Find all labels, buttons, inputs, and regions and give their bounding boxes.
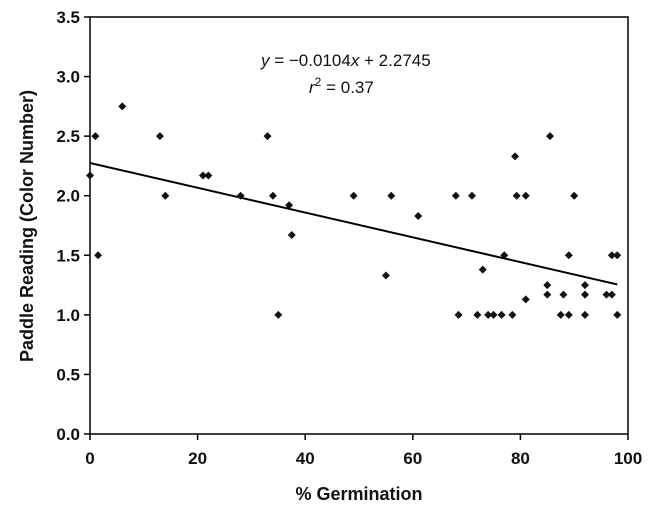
data-point: [91, 132, 100, 141]
y-tick-label: 2.0: [56, 187, 80, 206]
x-tick-label: 80: [511, 449, 530, 468]
data-point: [607, 251, 616, 260]
data-point: [545, 132, 554, 141]
data-point: [274, 310, 283, 319]
x-axis-title: % Germination: [295, 484, 422, 504]
data-point: [512, 191, 521, 200]
data-point: [263, 132, 272, 141]
y-tick-label: 3.0: [56, 68, 80, 87]
x-tick-label: 40: [296, 449, 315, 468]
data-point: [500, 251, 509, 260]
data-point: [559, 290, 568, 299]
data-point: [564, 251, 573, 260]
data-point: [236, 191, 245, 200]
y-tick-label: 0.5: [56, 365, 80, 384]
data-point: [268, 191, 277, 200]
data-point: [580, 310, 589, 319]
equation-equals: =: [270, 51, 289, 70]
y-tick-label: 1.5: [56, 246, 80, 265]
data-point: [204, 171, 213, 180]
y-tick-label: 1.0: [56, 306, 80, 325]
data-point: [580, 290, 589, 299]
data-point: [285, 201, 294, 210]
equation-intercept: + 2.2745: [359, 51, 430, 70]
x-tick-label: 60: [403, 449, 422, 468]
data-point: [198, 171, 207, 180]
data-point: [86, 171, 94, 180]
y-axis-ticks: 0.0 0.5 1.0 1.5 2.0 2.5 3.0 3.5: [56, 8, 90, 444]
equation-y-symbol: y: [260, 51, 271, 70]
data-point: [161, 191, 170, 200]
data-point: [473, 310, 482, 319]
trendline: [89, 162, 618, 286]
x-tick-label: 20: [188, 449, 207, 468]
data-point: [497, 310, 506, 319]
data-point: [602, 290, 611, 299]
r-squared-label: r2 = 0.37: [309, 75, 374, 97]
y-tick-label: 3.5: [56, 8, 80, 27]
data-point: [478, 265, 487, 274]
data-point: [521, 191, 530, 200]
data-point: [349, 191, 358, 200]
x-axis-ticks: 0 20 40 60 80 100: [85, 434, 642, 468]
data-point: [155, 132, 164, 141]
data-point: [613, 251, 622, 260]
r-symbol: r: [309, 78, 316, 97]
data-point: [489, 310, 498, 319]
y-tick-label: 2.5: [56, 127, 80, 146]
data-point: [454, 310, 463, 319]
data-point: [613, 310, 622, 319]
x-tick-label: 100: [614, 449, 642, 468]
data-point: [414, 211, 423, 220]
data-point: [556, 310, 565, 319]
data-point: [467, 191, 476, 200]
r-superscript: 2: [315, 75, 322, 89]
x-tick-label: 0: [85, 449, 94, 468]
regression-equation: y = −0.0104x + 2.2745: [260, 51, 431, 70]
data-point: [508, 310, 517, 319]
trendline-group: [89, 162, 618, 286]
data-point: [287, 231, 296, 240]
r-squared-value: = 0.37: [321, 78, 373, 97]
data-point: [387, 191, 396, 200]
data-point: [607, 290, 616, 299]
data-point: [521, 295, 530, 304]
y-tick-label: 0.0: [56, 425, 80, 444]
data-point: [118, 102, 127, 111]
data-point: [511, 152, 520, 161]
data-point: [580, 281, 589, 290]
data-point: [564, 310, 573, 319]
data-points: [86, 102, 622, 319]
data-point: [543, 281, 552, 290]
data-point: [94, 251, 103, 260]
equation-x-symbol: x: [350, 51, 360, 70]
y-axis-title: Paddle Reading (Color Number): [17, 90, 37, 362]
data-point: [543, 290, 552, 299]
equation-slope: −0.0104: [289, 51, 351, 70]
data-point: [570, 191, 579, 200]
data-point: [381, 271, 390, 280]
data-point: [484, 310, 493, 319]
data-point: [451, 191, 460, 200]
